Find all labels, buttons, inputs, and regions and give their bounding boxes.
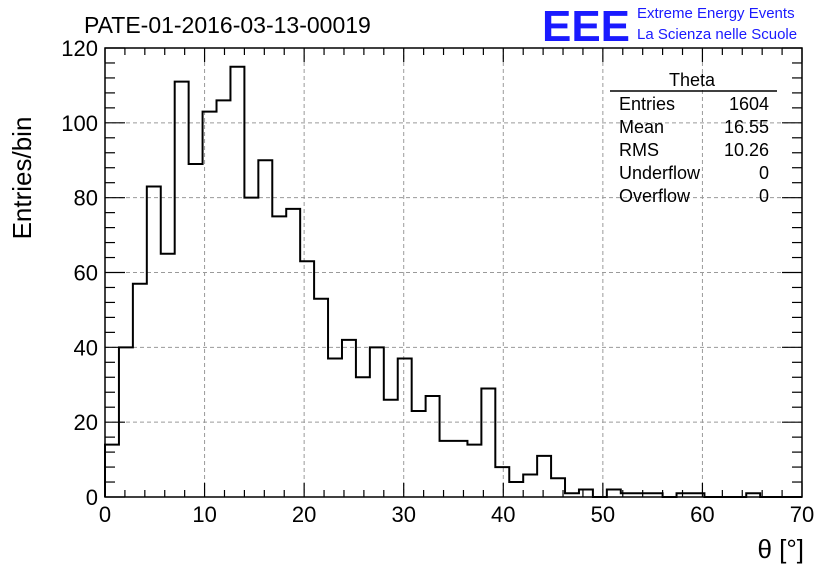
histogram-bin [161,254,175,497]
histogram-bin [454,441,468,497]
grid-lines [105,48,802,497]
stats-mean-value: 16.55 [724,117,769,137]
stats-box-title: Theta [669,70,716,90]
logo-mark: EEE [542,2,630,51]
stats-entries-value: 1604 [729,94,769,114]
stats-underflow-label: Underflow [619,163,701,183]
stats-overflow-value: 0 [759,186,769,206]
x-tick-label: 60 [690,502,714,527]
histogram-bin [328,359,342,497]
stats-entries-label: Entries [619,94,675,114]
axis-ticks [104,47,803,498]
histogram-bin [342,340,356,497]
y-tick-label: 120 [61,36,98,61]
histogram-bin [495,467,509,497]
stats-box: Theta Entries 1604 Mean 16.55 RMS 10.26 … [610,70,777,206]
histogram-bin [189,164,203,497]
histogram-bin [440,441,454,497]
histogram-bin [398,359,412,497]
y-tick-label: 100 [61,111,98,136]
stats-overflow-label: Overflow [619,186,691,206]
histogram-bin [537,456,551,497]
y-tick-label: 40 [74,335,98,360]
histogram-bin [272,216,286,497]
histogram-bin [244,198,258,497]
histogram-bin [356,377,370,497]
histogram-bin [509,482,523,497]
histogram-bin [147,186,161,497]
x-tick-label: 50 [591,502,615,527]
y-tick-labels: 0 20 40 60 80 100 120 [61,36,98,510]
y-tick-label: 0 [86,485,98,510]
histogram-bins [104,65,802,498]
histogram-bin [258,160,272,497]
logo-line-2: La Scienza nelle Scuole [637,26,797,43]
stats-mean-label: Mean [619,117,664,137]
stats-rms-label: RMS [619,140,659,160]
stats-rms-value: 10.26 [724,140,769,160]
y-tick-label: 60 [74,261,98,286]
histogram-bin [426,396,440,497]
histogram-bin [412,411,426,497]
histogram-bin [175,82,189,497]
chart-title: PATE-01-2016-03-13-00019 [84,12,371,38]
x-tick-label: 70 [790,502,814,527]
x-tick-label: 40 [491,502,515,527]
y-tick-label: 80 [74,186,98,211]
histogram-bin [217,100,231,497]
x-tick-label: 20 [292,502,316,527]
histogram-bin [384,400,398,497]
x-tick-label: 10 [192,502,216,527]
eee-logo: EEE Extreme Energy Events La Scienza nel… [542,2,797,51]
histogram-bin [467,445,481,497]
histogram-bin [314,299,328,497]
histogram-bin [133,284,147,497]
histogram-outline [104,65,802,498]
stats-underflow-value: 0 [759,163,769,183]
histogram-bin [607,490,621,497]
histogram-bin [300,261,314,497]
x-tick-labels: 0 10 20 30 40 50 60 70 [99,502,814,527]
y-tick-label: 20 [74,410,98,435]
y-axis-label: Entries/bin [7,117,37,240]
logo-line-1: Extreme Energy Events [637,5,795,22]
histogram-bin [523,475,537,497]
plot-frame [104,47,803,498]
histogram-bin [203,112,217,497]
x-axis-label: θ [°] [757,534,804,564]
histogram-bin [579,490,593,497]
histogram-bin [370,347,384,497]
histogram-bin [481,388,495,497]
x-tick-label: 0 [99,502,111,527]
x-tick-label: 30 [391,502,415,527]
histogram-bin [230,67,244,497]
histogram-bin [286,209,300,497]
